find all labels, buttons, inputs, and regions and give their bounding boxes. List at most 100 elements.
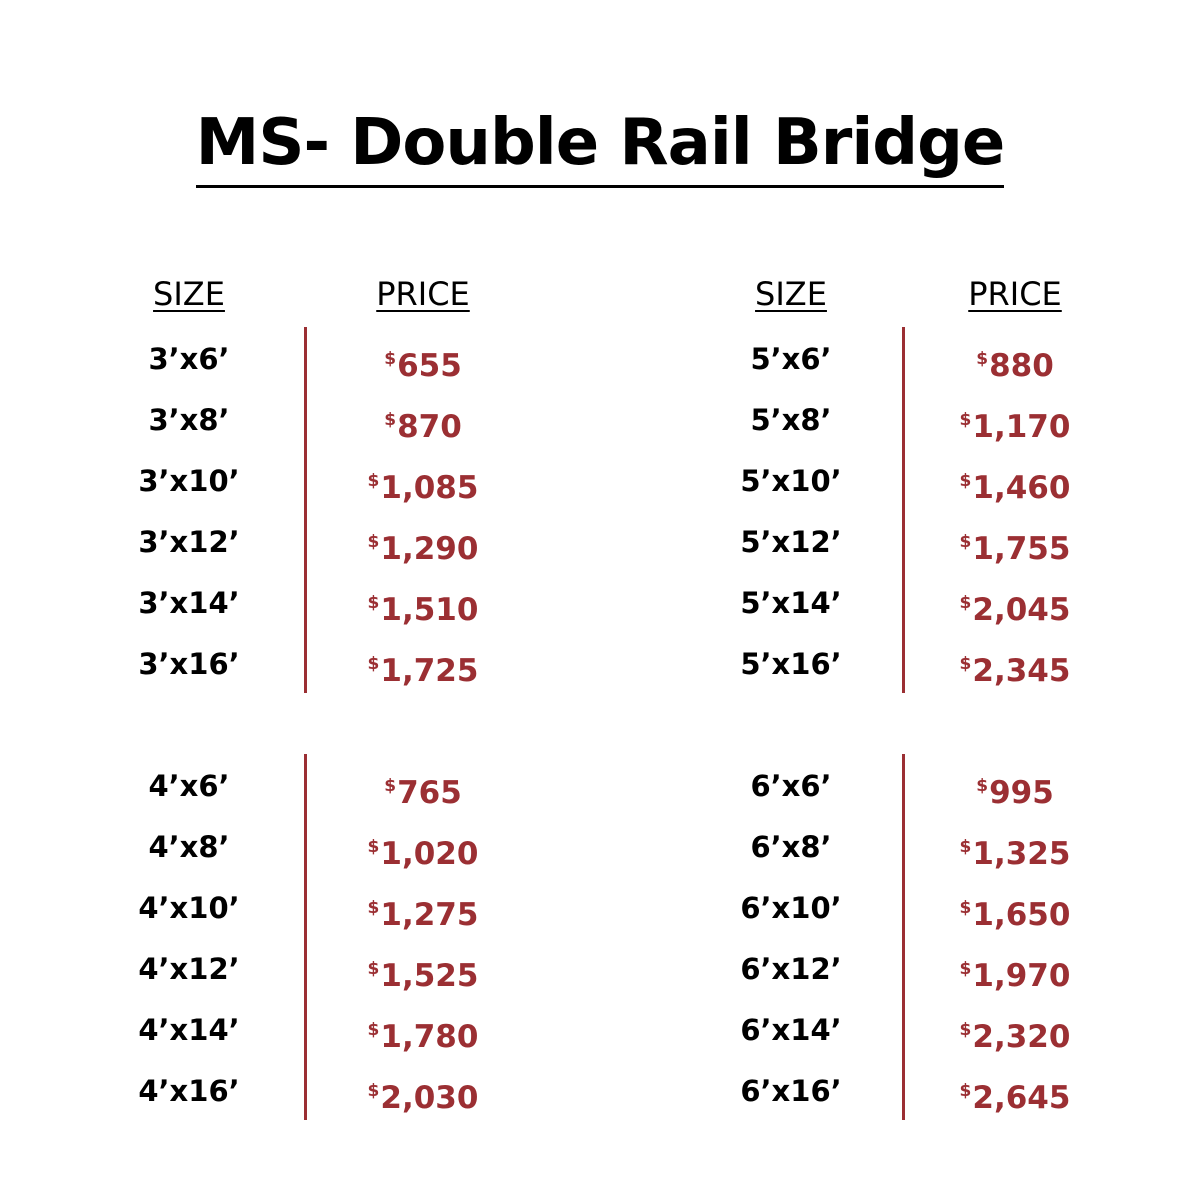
currency-symbol: $ bbox=[959, 898, 972, 918]
right-price-header: PRICE bbox=[895, 272, 1135, 316]
currency-symbol: $ bbox=[959, 1020, 972, 1040]
price-amount: 1,460 bbox=[972, 470, 1071, 506]
price-amount: 655 bbox=[397, 348, 462, 384]
price-amount: 1,275 bbox=[380, 897, 479, 933]
price-amount: 995 bbox=[989, 775, 1054, 811]
currency-symbol: $ bbox=[384, 410, 397, 430]
left-size-header: SIZE bbox=[69, 272, 309, 316]
price-amount: 1,755 bbox=[972, 531, 1071, 567]
currency-symbol: $ bbox=[367, 471, 380, 491]
price-cell: $1,755 bbox=[905, 512, 1125, 580]
currency-symbol: $ bbox=[367, 593, 380, 613]
price-cell: $1,525 bbox=[313, 939, 533, 1007]
price-amount: 765 bbox=[397, 775, 462, 811]
size-cell: 5’x10’ bbox=[740, 464, 842, 498]
currency-symbol: $ bbox=[384, 349, 397, 369]
price-cell: $1,510 bbox=[313, 573, 533, 641]
price-cell: $1,085 bbox=[313, 451, 533, 519]
currency-symbol: $ bbox=[959, 837, 972, 857]
right-size-header: SIZE bbox=[671, 272, 911, 316]
price-cell: $655 bbox=[313, 329, 533, 397]
price-amount: 2,345 bbox=[972, 653, 1071, 689]
price-cell: $2,645 bbox=[905, 1061, 1125, 1129]
price-amount: 2,030 bbox=[380, 1080, 479, 1116]
currency-symbol: $ bbox=[367, 654, 380, 674]
price-cell: $1,020 bbox=[313, 817, 533, 885]
page-title-text: MS- Double Rail Bridge bbox=[195, 103, 1005, 188]
price-amount: 880 bbox=[989, 348, 1054, 384]
price-amount: 1,970 bbox=[972, 958, 1071, 994]
divider-bottom-left bbox=[304, 754, 307, 1120]
size-cell: 4’x12’ bbox=[138, 952, 240, 986]
price-cell: $870 bbox=[313, 390, 533, 458]
price-cell: $765 bbox=[313, 756, 533, 824]
currency-symbol: $ bbox=[959, 959, 972, 979]
price-cell: $2,320 bbox=[905, 1000, 1125, 1068]
price-amount: 1,020 bbox=[380, 836, 479, 872]
size-cell: 3’x8’ bbox=[148, 403, 230, 437]
size-cell: 5’x14’ bbox=[740, 586, 842, 620]
price-cell: $1,725 bbox=[313, 634, 533, 702]
size-cell: 4’x10’ bbox=[138, 891, 240, 925]
price-cell: $1,170 bbox=[905, 390, 1125, 458]
currency-symbol: $ bbox=[959, 410, 972, 430]
price-amount: 2,645 bbox=[972, 1080, 1071, 1116]
size-cell: 3’x16’ bbox=[138, 647, 240, 681]
currency-symbol: $ bbox=[959, 1081, 972, 1101]
right-price-header-text: PRICE bbox=[968, 275, 1062, 313]
size-cell: 5’x8’ bbox=[750, 403, 832, 437]
size-cell: 3’x10’ bbox=[138, 464, 240, 498]
price-cell: $1,970 bbox=[905, 939, 1125, 1007]
currency-symbol: $ bbox=[367, 1081, 380, 1101]
currency-symbol: $ bbox=[959, 471, 972, 491]
price-cell: $1,275 bbox=[313, 878, 533, 946]
size-cell: 4’x16’ bbox=[138, 1074, 240, 1108]
size-cell: 6’x12’ bbox=[740, 952, 842, 986]
price-amount: 870 bbox=[397, 409, 462, 445]
currency-symbol: $ bbox=[367, 532, 380, 552]
size-cell: 6’x14’ bbox=[740, 1013, 842, 1047]
left-size-header-text: SIZE bbox=[153, 275, 225, 313]
page-title: MS- Double Rail Bridge bbox=[0, 98, 1200, 188]
price-cell: $1,780 bbox=[313, 1000, 533, 1068]
currency-symbol: $ bbox=[367, 959, 380, 979]
currency-symbol: $ bbox=[959, 532, 972, 552]
currency-symbol: $ bbox=[976, 776, 989, 796]
price-cell: $995 bbox=[905, 756, 1125, 824]
price-cell: $2,045 bbox=[905, 573, 1125, 641]
currency-symbol: $ bbox=[367, 837, 380, 857]
size-cell: 5’x16’ bbox=[740, 647, 842, 681]
price-cell: $880 bbox=[905, 329, 1125, 397]
size-cell: 5’x6’ bbox=[750, 342, 832, 376]
size-cell: 5’x12’ bbox=[740, 525, 842, 559]
size-cell: 4’x6’ bbox=[148, 769, 230, 803]
left-price-header-text: PRICE bbox=[376, 275, 470, 313]
left-price-header: PRICE bbox=[303, 272, 543, 316]
currency-symbol: $ bbox=[367, 1020, 380, 1040]
price-amount: 1,525 bbox=[380, 958, 479, 994]
currency-symbol: $ bbox=[959, 654, 972, 674]
price-amount: 2,320 bbox=[972, 1019, 1071, 1055]
size-cell: 6’x16’ bbox=[740, 1074, 842, 1108]
price-cell: $1,325 bbox=[905, 817, 1125, 885]
price-cell: $2,030 bbox=[313, 1061, 533, 1129]
price-cell: $1,290 bbox=[313, 512, 533, 580]
price-amount: 1,510 bbox=[380, 592, 479, 628]
currency-symbol: $ bbox=[384, 776, 397, 796]
price-cell: $1,650 bbox=[905, 878, 1125, 946]
size-cell: 6’x10’ bbox=[740, 891, 842, 925]
price-amount: 1,290 bbox=[380, 531, 479, 567]
price-amount: 1,325 bbox=[972, 836, 1071, 872]
size-cell: 4’x14’ bbox=[138, 1013, 240, 1047]
price-amount: 1,780 bbox=[380, 1019, 479, 1055]
currency-symbol: $ bbox=[959, 593, 972, 613]
price-amount: 1,170 bbox=[972, 409, 1071, 445]
currency-symbol: $ bbox=[976, 349, 989, 369]
price-cell: $2,345 bbox=[905, 634, 1125, 702]
price-amount: 1,085 bbox=[380, 470, 479, 506]
currency-symbol: $ bbox=[367, 898, 380, 918]
right-size-header-text: SIZE bbox=[755, 275, 827, 313]
price-amount: 1,725 bbox=[380, 653, 479, 689]
size-cell: 3’x12’ bbox=[138, 525, 240, 559]
divider-top-right bbox=[902, 327, 905, 693]
